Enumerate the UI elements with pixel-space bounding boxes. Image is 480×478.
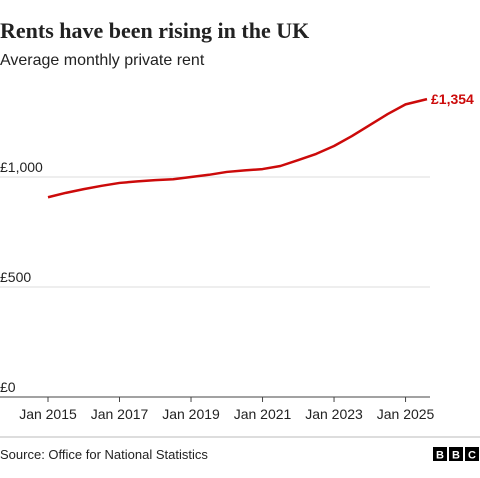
logo-letter: C: [468, 450, 476, 462]
source: Source: Office for National Statistics: [0, 447, 208, 462]
logo-letter: B: [452, 450, 460, 462]
logo-letter: B: [436, 450, 444, 462]
x-tick-label: Jan 2019: [162, 406, 220, 422]
x-tick-label: Jan 2025: [377, 406, 435, 422]
x-tick-label: Jan 2021: [234, 406, 292, 422]
chart-title: Rents have been rising in the UK: [0, 18, 309, 43]
bbc-logo: B B C: [433, 447, 479, 462]
line: [47, 97, 428, 199]
value-label: £1,354: [431, 91, 474, 107]
x-tick-label: Jan 2017: [91, 406, 149, 422]
y-tick-label: £1,000: [0, 159, 43, 175]
chart-subtitle: Average monthly private rent: [0, 52, 205, 69]
y-tick-label: £500: [0, 269, 31, 285]
x-tick-label: Jan 2023: [305, 406, 363, 422]
y-tick-label: £0: [0, 379, 16, 395]
x-tick-label: Jan 2015: [19, 406, 77, 422]
